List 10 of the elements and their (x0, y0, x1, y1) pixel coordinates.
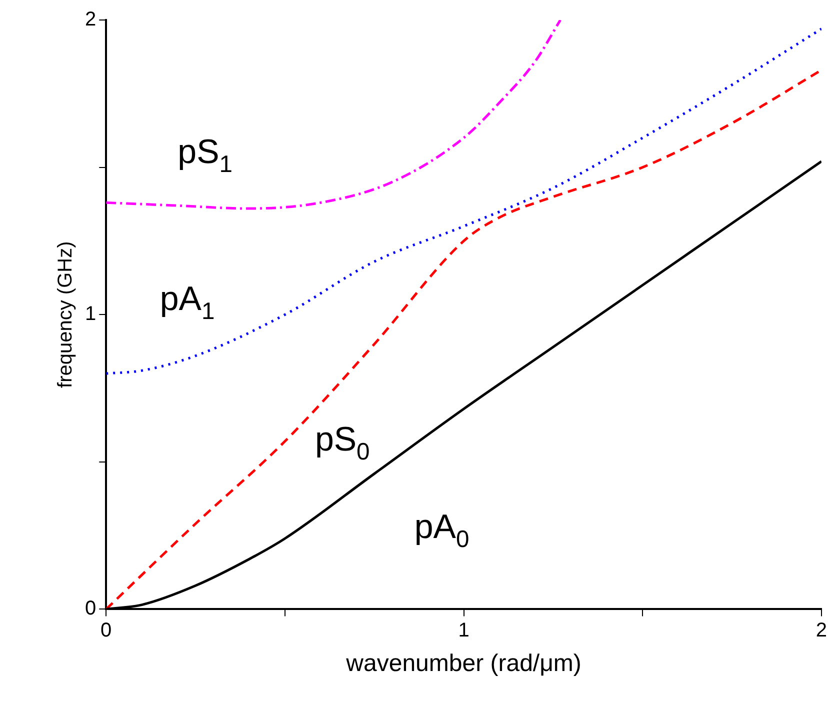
y-tick-label: 0 (85, 598, 96, 620)
x-tick-label: 2 (816, 620, 827, 642)
line-series (106, 20, 562, 210)
y-tick-label: 2 (85, 8, 96, 31)
x-axis-title: wavenumber (rad/μm) (345, 650, 582, 678)
y-axis-title: frequency (GHz) (54, 241, 77, 388)
y-tick-label: 1 (85, 303, 96, 326)
x-tick-label: 1 (458, 620, 470, 642)
line-series (106, 28, 822, 375)
x-tick-label: 0 (100, 620, 112, 642)
